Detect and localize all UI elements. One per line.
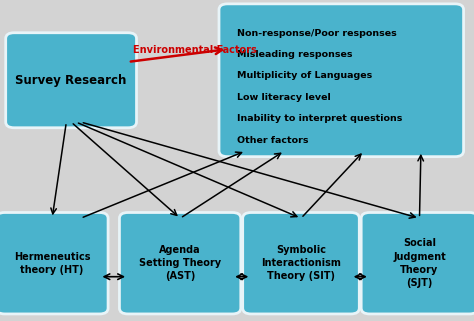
Text: Misleading responses: Misleading responses — [237, 50, 353, 59]
Text: Inability to interpret questions: Inability to interpret questions — [237, 114, 402, 123]
Text: Symbolic
Interactionism
Theory (SIT): Symbolic Interactionism Theory (SIT) — [261, 245, 341, 282]
FancyBboxPatch shape — [361, 213, 474, 314]
FancyBboxPatch shape — [243, 213, 359, 314]
Text: Multiplicity of Languages: Multiplicity of Languages — [237, 72, 372, 81]
Text: Environmental Factors: Environmental Factors — [133, 46, 256, 56]
FancyBboxPatch shape — [119, 213, 241, 314]
Text: Low literacy level: Low literacy level — [237, 93, 331, 102]
FancyBboxPatch shape — [6, 33, 137, 128]
Text: Other factors: Other factors — [237, 136, 309, 145]
FancyBboxPatch shape — [0, 213, 108, 314]
Text: Hermeneutics
theory (HT): Hermeneutics theory (HT) — [14, 252, 91, 275]
Text: Survey Research: Survey Research — [16, 74, 127, 87]
FancyBboxPatch shape — [219, 4, 464, 157]
Text: Agenda
Setting Theory
(AST): Agenda Setting Theory (AST) — [139, 245, 221, 282]
Text: Social
Judgment
Theory
(SJT): Social Judgment Theory (SJT) — [393, 239, 446, 288]
Text: Non-response/Poor responses: Non-response/Poor responses — [237, 29, 397, 38]
